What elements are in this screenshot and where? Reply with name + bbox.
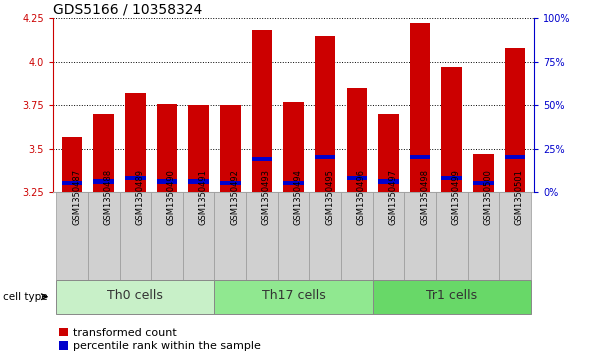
Bar xyxy=(220,181,241,185)
FancyBboxPatch shape xyxy=(278,192,309,280)
FancyBboxPatch shape xyxy=(214,280,373,314)
Text: cell type: cell type xyxy=(3,292,48,302)
Text: GSM1350497: GSM1350497 xyxy=(388,169,398,225)
Bar xyxy=(188,179,209,184)
Bar xyxy=(93,179,114,184)
Text: Th17 cells: Th17 cells xyxy=(261,289,326,302)
FancyBboxPatch shape xyxy=(436,192,467,280)
Bar xyxy=(441,67,462,192)
Bar xyxy=(410,155,430,159)
Bar xyxy=(504,48,525,192)
FancyBboxPatch shape xyxy=(341,192,373,280)
Bar xyxy=(283,102,304,192)
FancyBboxPatch shape xyxy=(467,192,499,280)
Text: GSM1350493: GSM1350493 xyxy=(262,169,271,225)
Text: GSM1350501: GSM1350501 xyxy=(515,169,524,225)
Text: GSM1350492: GSM1350492 xyxy=(230,169,240,225)
Bar xyxy=(125,93,146,192)
Bar xyxy=(346,88,367,192)
FancyBboxPatch shape xyxy=(373,192,404,280)
Text: GSM1350496: GSM1350496 xyxy=(357,169,366,225)
FancyBboxPatch shape xyxy=(246,192,278,280)
Bar xyxy=(157,103,177,192)
Bar xyxy=(473,181,494,185)
Bar xyxy=(378,179,399,184)
Bar xyxy=(125,176,146,180)
Bar xyxy=(473,154,494,192)
Text: GSM1350495: GSM1350495 xyxy=(325,169,334,225)
Text: GSM1350498: GSM1350498 xyxy=(420,169,429,225)
Bar xyxy=(410,23,430,192)
FancyBboxPatch shape xyxy=(120,192,151,280)
Text: Th0 cells: Th0 cells xyxy=(107,289,163,302)
FancyBboxPatch shape xyxy=(56,192,88,280)
Bar xyxy=(378,114,399,192)
Text: GSM1350490: GSM1350490 xyxy=(167,169,176,225)
Text: GSM1350488: GSM1350488 xyxy=(104,169,113,225)
Bar xyxy=(157,179,177,184)
Text: GDS5166 / 10358324: GDS5166 / 10358324 xyxy=(53,3,202,17)
Text: GSM1350491: GSM1350491 xyxy=(199,169,208,225)
Bar xyxy=(251,157,272,161)
Legend: transformed count, percentile rank within the sample: transformed count, percentile rank withi… xyxy=(58,328,261,351)
Bar xyxy=(251,30,272,192)
Text: GSM1350499: GSM1350499 xyxy=(452,169,461,225)
FancyBboxPatch shape xyxy=(309,192,341,280)
Text: GSM1350494: GSM1350494 xyxy=(293,169,303,225)
Text: GSM1350487: GSM1350487 xyxy=(72,169,81,225)
Bar xyxy=(346,176,367,180)
FancyBboxPatch shape xyxy=(88,192,120,280)
Bar xyxy=(220,105,241,192)
FancyBboxPatch shape xyxy=(56,280,214,314)
FancyBboxPatch shape xyxy=(404,192,436,280)
Bar xyxy=(62,181,83,185)
Bar xyxy=(441,176,462,180)
Bar xyxy=(93,114,114,192)
FancyBboxPatch shape xyxy=(183,192,214,280)
FancyBboxPatch shape xyxy=(373,280,531,314)
Bar xyxy=(283,181,304,185)
Text: GSM1350489: GSM1350489 xyxy=(135,169,145,225)
FancyBboxPatch shape xyxy=(214,192,246,280)
Bar xyxy=(62,136,83,192)
FancyBboxPatch shape xyxy=(151,192,183,280)
Text: GSM1350500: GSM1350500 xyxy=(483,169,492,225)
FancyBboxPatch shape xyxy=(499,192,531,280)
Bar xyxy=(504,155,525,159)
Text: Tr1 cells: Tr1 cells xyxy=(426,289,477,302)
Bar xyxy=(188,105,209,192)
Bar xyxy=(315,36,336,192)
Bar xyxy=(315,155,336,159)
